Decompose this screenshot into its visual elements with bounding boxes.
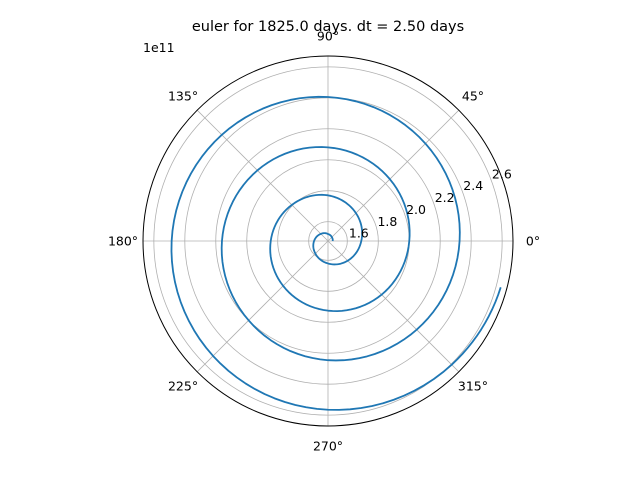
r-tick-label-4: 2.4	[463, 178, 483, 193]
r-tick-label-1: 1.8	[377, 214, 397, 229]
theta-tick-label-315: 315°	[458, 378, 488, 393]
r-offset-label: 1e11	[143, 40, 175, 55]
theta-tick-label-45: 45°	[462, 89, 484, 104]
r-gridline-3	[215, 128, 441, 354]
r-gridline-5	[153, 66, 503, 416]
polar-grid	[143, 56, 513, 426]
r-tick-label-3: 2.2	[435, 190, 455, 205]
theta-tick-label-135: 135°	[168, 89, 198, 104]
theta-tick-label-0: 0°	[526, 234, 540, 249]
theta-gridline-315	[327, 240, 460, 373]
r-gridline-0	[308, 221, 348, 261]
theta-tick-label-270: 270°	[313, 439, 343, 454]
r-gridline-1	[277, 190, 379, 292]
theta-tick-label-90: 90°	[317, 29, 339, 44]
series-group	[170, 95, 502, 411]
theta-gridline-135	[196, 109, 329, 242]
r-tick-label-5: 2.6	[492, 166, 512, 181]
r-tick-label-0: 1.6	[349, 226, 369, 241]
chart-title: euler for 1825.0 days. dt = 2.50 days	[192, 19, 464, 35]
polar-frame	[142, 55, 514, 427]
series-line-0	[170, 95, 502, 411]
tick-labels: 0° 45° 90° 135° 180° 225° 270° 315° 1.6 1.8 2.0 2.2…	[108, 29, 540, 454]
theta-gridline-45	[327, 109, 460, 242]
theta-tick-label-180: 180°	[108, 234, 138, 249]
theta-tick-label-225: 225°	[168, 378, 198, 393]
theta-gridline-225	[196, 240, 329, 373]
r-tick-label-2: 2.0	[406, 202, 426, 217]
